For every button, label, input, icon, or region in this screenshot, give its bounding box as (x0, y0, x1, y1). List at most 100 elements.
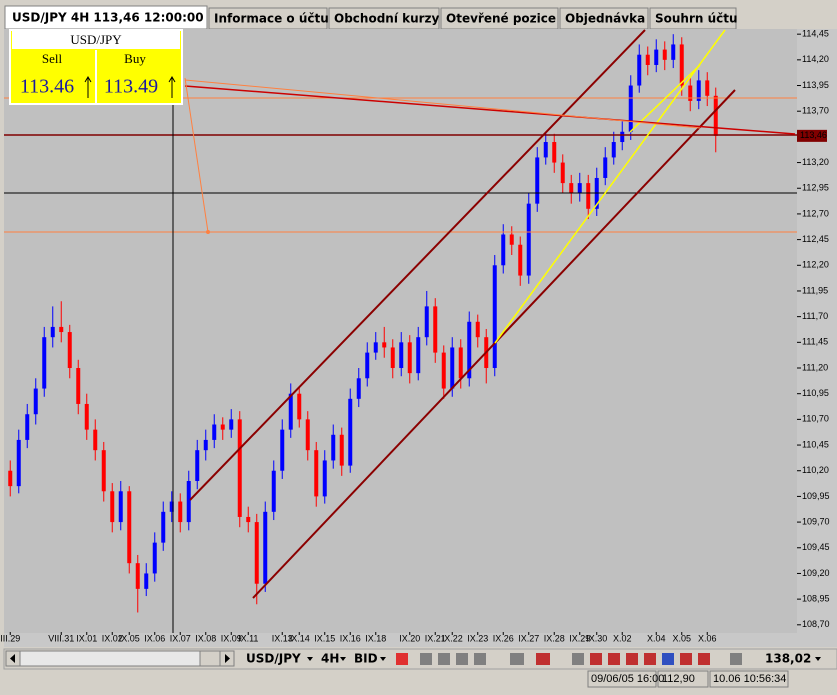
y-tick-label: 113,20 (802, 157, 829, 167)
candle-body (586, 183, 591, 209)
trend-line (494, 29, 726, 344)
candle-body (441, 352, 446, 389)
dropdown-icon (815, 657, 821, 661)
candle-body (348, 398, 353, 466)
candle-body (67, 332, 72, 369)
candle-body (424, 306, 429, 338)
candle-body (16, 439, 21, 487)
status-price: 112,90 (662, 673, 695, 685)
candle-body (110, 491, 115, 523)
candle-body (101, 450, 106, 492)
tab-label: Otevřené pozice (446, 12, 556, 26)
scroll-thumb[interactable] (199, 650, 221, 667)
tool-icon[interactable] (536, 653, 550, 665)
candle-body (144, 573, 149, 589)
y-tick-label: 112,95 (802, 183, 829, 193)
x-tick-label: IX.01 (76, 633, 97, 643)
x-tick-label: IX.15 (314, 633, 335, 643)
y-tick-label: 112,70 (802, 208, 829, 218)
candle-body (569, 183, 574, 194)
tool-icon[interactable] (644, 653, 656, 665)
candle-body (246, 516, 251, 523)
candle-body (620, 131, 625, 143)
candle-body (118, 491, 123, 523)
tab-bar: USD/JPY 4H 113,46 12:00:00 Informace o ú… (4, 5, 738, 30)
drawn-objects (4, 29, 797, 633)
candle-body (339, 434, 344, 466)
candle-body (93, 429, 98, 451)
price-axis-bg (797, 29, 837, 633)
candle-body (654, 49, 659, 65)
tool-icon[interactable] (420, 653, 432, 665)
y-tick-label: 111,20 (802, 362, 828, 372)
dropdown-icon (340, 657, 346, 661)
x-tick-label: III.29 (0, 633, 20, 643)
x-tick-label: X.05 (672, 633, 691, 643)
candle-body (688, 85, 693, 101)
x-tick-label: IX.11 (238, 633, 258, 643)
candle-body (416, 337, 421, 374)
tool-icon[interactable] (438, 653, 450, 665)
candle-body (671, 44, 676, 60)
y-tick-label: 109,70 (802, 516, 830, 526)
candle-body (603, 157, 608, 178)
candle-body (662, 49, 667, 60)
buy-label: Buy (124, 51, 146, 66)
candle-body (492, 265, 497, 369)
x-tick-label: IX.13 (272, 633, 293, 643)
tool-icon[interactable] (572, 653, 584, 665)
candle-body (212, 424, 217, 440)
price-type-select[interactable]: BID (354, 652, 378, 666)
tool-icon[interactable] (456, 653, 468, 665)
candle-body (42, 337, 47, 389)
tool-icon[interactable] (396, 653, 408, 665)
tool-icon[interactable] (626, 653, 638, 665)
candle-body (399, 342, 404, 369)
y-tick-label: 114,20 (802, 54, 829, 64)
channel-line (252, 89, 736, 599)
candle-body (509, 234, 514, 245)
tool-icon[interactable] (590, 653, 602, 665)
candle-body (475, 321, 480, 338)
candle-body (161, 511, 166, 543)
widget-header (12, 31, 180, 49)
tool-icon[interactable] (730, 653, 742, 665)
tool-icon[interactable] (680, 653, 692, 665)
x-tick-label: IX.30 (586, 633, 607, 643)
y-tick-label: 110,70 (802, 414, 829, 424)
tool-icon[interactable] (474, 653, 486, 665)
candle-body (433, 306, 438, 353)
symbol-select[interactable]: USD/JPY (246, 652, 301, 666)
x-tick-label: X.06 (698, 633, 717, 643)
candle-body (373, 342, 378, 353)
candle-body (84, 403, 89, 430)
candle-body (178, 501, 183, 523)
candle-body (297, 393, 302, 420)
price-widget: USD/JPY Sell 113.46 Buy 113.49 (9, 29, 183, 105)
x-tick-label: IX.14 (289, 633, 310, 643)
tool-icon[interactable] (608, 653, 620, 665)
sell-price[interactable]: 113.46 (20, 76, 74, 98)
x-tick-label: IX.27 (518, 633, 539, 643)
candle-body (280, 429, 285, 471)
candle-body (535, 157, 540, 204)
y-tick-label: 110,20 (802, 465, 829, 475)
trend-line (184, 85, 796, 135)
candle-body (552, 142, 557, 163)
tool-icon[interactable] (510, 653, 524, 665)
candle-body (203, 439, 208, 451)
buy-price[interactable]: 113.49 (104, 76, 158, 98)
period-select[interactable]: 4H (321, 652, 339, 666)
tool-icon[interactable] (662, 653, 674, 665)
candle-body (390, 347, 395, 369)
tool-icons (396, 653, 742, 665)
candle-body (628, 85, 633, 132)
candle-body (135, 563, 140, 589)
candle-body (229, 419, 234, 430)
candle-body (314, 450, 319, 497)
candle-body (33, 388, 38, 415)
tool-icon[interactable] (698, 653, 710, 665)
candle-body (560, 162, 565, 184)
channel-line (189, 29, 646, 501)
